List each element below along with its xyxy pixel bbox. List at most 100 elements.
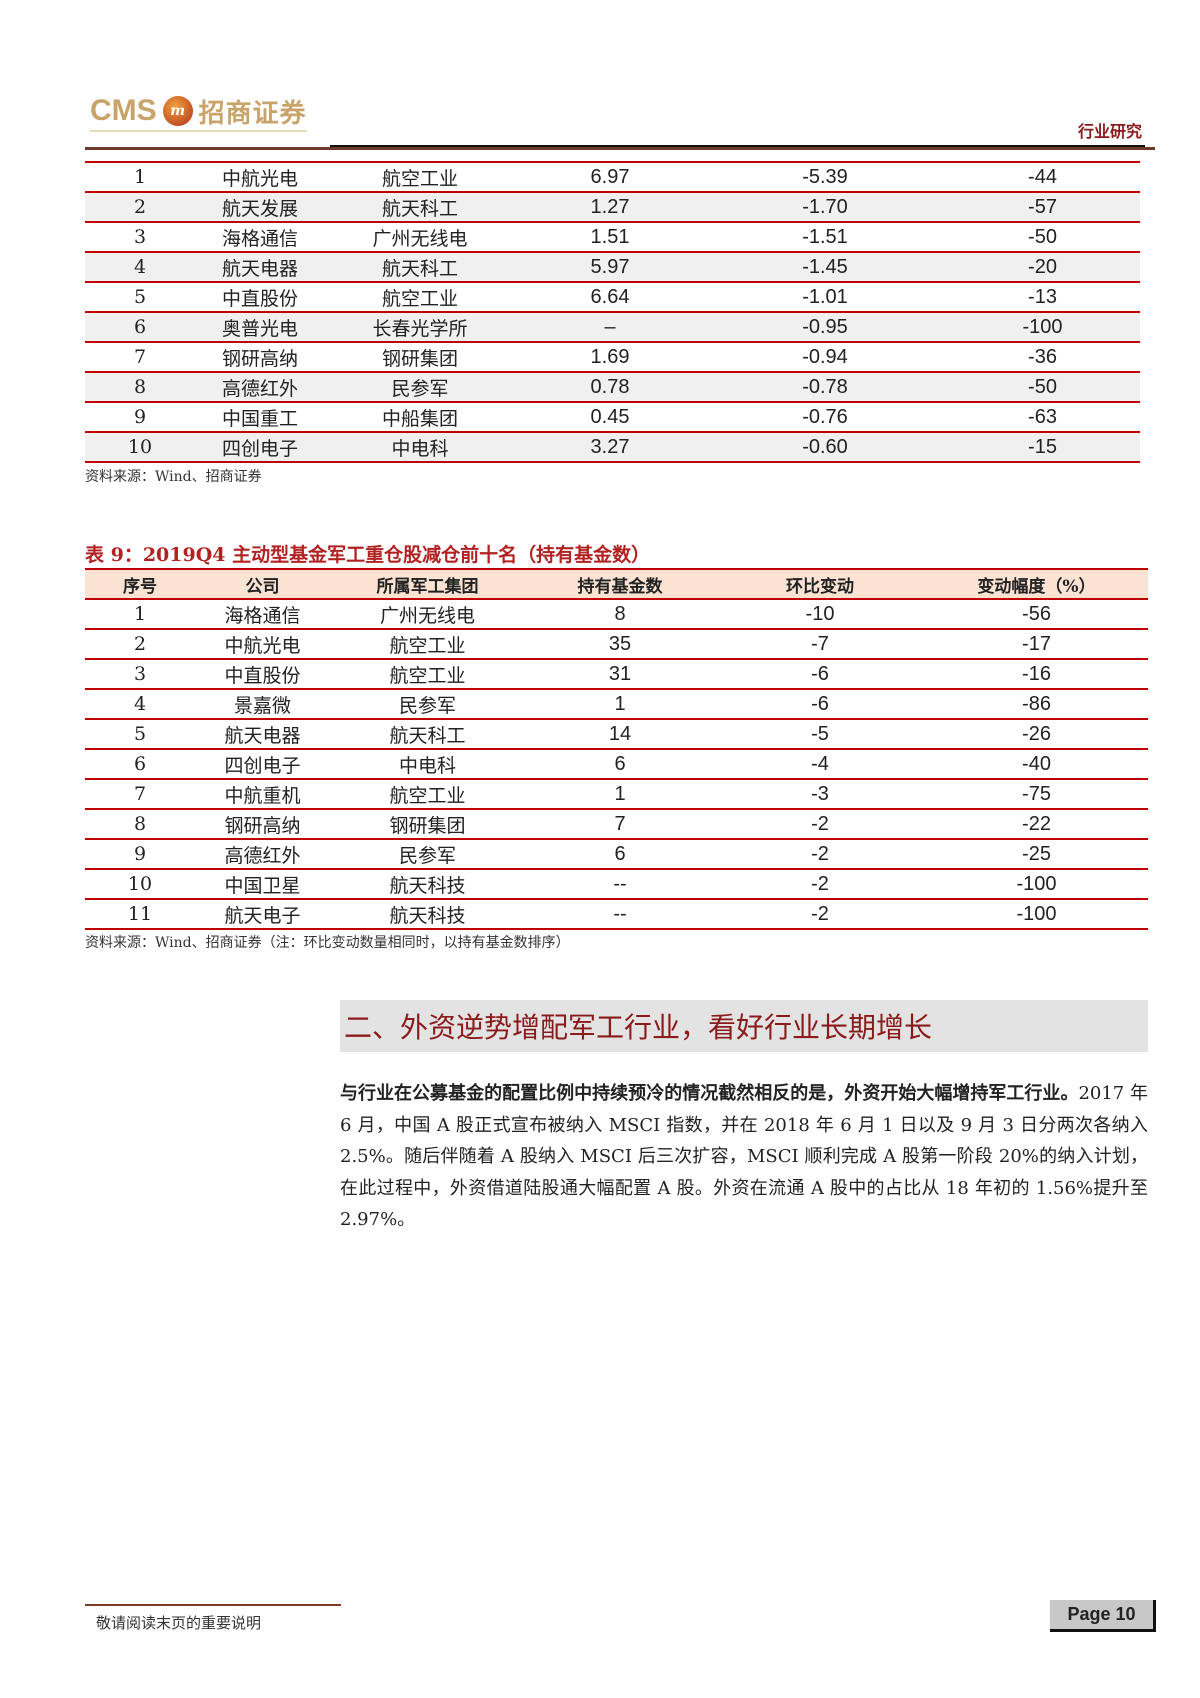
column-header: 公司	[245, 576, 280, 597]
column-header: 持有基金数	[577, 576, 663, 597]
table-cell: 中电科	[398, 754, 456, 777]
table-row: 7 中航重机 航空工业 1 -3 -75	[85, 779, 1148, 809]
column-header: 变动幅度（%）	[977, 576, 1096, 597]
table2-title: 表 9：2019Q4 主动型基金军工重仓股减仓前十名（持有基金数）	[85, 544, 651, 566]
table-cell: 海格通信	[221, 227, 298, 250]
table-cell: -63	[1028, 405, 1057, 428]
table-cell: 民参军	[391, 377, 449, 400]
table-cell: 航空工业	[389, 634, 466, 657]
table-cell: 1	[133, 603, 147, 625]
table-cell: -1.51	[802, 225, 848, 248]
table-cell: -3	[811, 782, 829, 805]
table-cell: 8	[614, 602, 626, 625]
table-cell: -5.39	[802, 165, 848, 188]
page-number: Page 10	[1050, 1600, 1156, 1632]
table-row: 7 钢研高纳 钢研集团 1.69 -0.94 -36	[85, 342, 1140, 372]
table-cell: 奥普光电	[221, 317, 298, 340]
table-cell: -2	[811, 812, 829, 835]
logo-mark-icon: m	[162, 96, 193, 126]
table-cell: 高德红外	[224, 844, 301, 867]
table-cell: -40	[1022, 752, 1051, 775]
table-cell: 9	[133, 843, 147, 865]
table-cell: -15	[1028, 435, 1057, 458]
table-row: 9 高德红外 民参军 6 -2 -25	[85, 839, 1148, 869]
table-cell: -25	[1022, 842, 1051, 865]
table-cell: 钢研集团	[389, 814, 466, 837]
table-cell: 0.78	[590, 375, 630, 398]
table-cell: 航天电子	[224, 904, 301, 927]
table-cell: -75	[1022, 782, 1051, 805]
table-cell: 中国卫星	[224, 874, 301, 897]
header-divider	[85, 147, 1155, 150]
column-header: 序号	[123, 576, 157, 597]
table-cell: -2	[811, 872, 829, 895]
table-cell: 高德红外	[221, 377, 298, 400]
table-cell: 6.64	[590, 285, 630, 308]
table-cell: 5.97	[590, 255, 630, 278]
section-heading: 二、外资逆势增配军工行业，看好行业长期增长	[340, 1000, 1148, 1052]
table-cell: 1	[133, 166, 147, 188]
table-cell: 1	[614, 782, 626, 805]
table-cell: 航天科技	[389, 904, 466, 927]
table-cell: -26	[1022, 722, 1051, 745]
table-cell: 1	[614, 692, 626, 715]
table-cell: 长春光学所	[372, 317, 468, 340]
table-cell: -20	[1028, 255, 1057, 278]
table-cell: 1.27	[590, 195, 630, 218]
table-cell: 5	[133, 723, 147, 745]
table-cell: 中直股份	[221, 287, 298, 310]
section-label: 行业研究	[1077, 122, 1142, 141]
table-cell: 广州无线电	[372, 227, 468, 250]
table-cell: -100	[1022, 315, 1063, 338]
table-row: 1 海格通信 广州无线电 8 -10 -56	[85, 599, 1148, 629]
table-row: 5 航天电器 航天科工 14 -5 -26	[85, 719, 1148, 749]
table-row: 8 高德红外 民参军 0.78 -0.78 -50	[85, 372, 1140, 402]
table-cell: 民参军	[398, 844, 456, 867]
table-cell: 6	[614, 842, 626, 865]
table-fund-count-decrease: 序号 公司 所属军工集团 持有基金数 环比变动 变动幅度（%） 1 海格通信 广州无线电 8 -1…	[85, 568, 1148, 930]
table-cell: -16	[1022, 662, 1051, 685]
para-text: 2017 年 6 月，中国 A 股正式宣布被纳入 MSCI 指数，并在 2018…	[340, 1083, 1148, 1231]
table-cell: 8	[133, 376, 147, 398]
table-cell: 四创电子	[221, 437, 298, 460]
table-cell: -2	[811, 842, 829, 865]
table-cell: -0.95	[802, 315, 848, 338]
para-bold: 与行业在公募基金的配置比例中持续预冷的情况截然相反的是，外资开始大幅增持军工行业…	[340, 1083, 1079, 1104]
table-cell: -1.01	[802, 285, 848, 308]
table-cell: -10	[805, 602, 835, 625]
table-cell: -22	[1022, 812, 1051, 835]
table-cell: 航天发展	[221, 197, 298, 220]
table-cell: 8	[133, 813, 147, 835]
table-row: 10 四创电子 中电科 3.27 -0.60 -15	[85, 432, 1140, 462]
table-cell: 航天科技	[389, 874, 466, 897]
table-cell: 3.27	[590, 435, 630, 458]
table-row: 4 航天电器 航天科工 5.97 -1.45 -20	[85, 252, 1140, 282]
table-row: 8 钢研高纳 钢研集团 7 -2 -22	[85, 809, 1148, 839]
table-cell: –	[604, 315, 616, 338]
header-divider-dark	[330, 145, 1145, 147]
table-fund-weight-decrease: 1 中航光电 航空工业 6.97 -5.39 -44 2 航天发展 航天科工 1.27 -1.70-…	[85, 161, 1140, 463]
column-header: 环比变动	[786, 576, 854, 597]
footer-divider	[85, 1604, 341, 1606]
table-row: 9 中国重工 中船集团 0.45 -0.76 -63	[85, 402, 1140, 432]
table-cell: -17	[1022, 632, 1051, 655]
table-cell: 中航光电	[224, 634, 301, 657]
table-cell: 6.97	[590, 165, 630, 188]
table1-source: 资料来源：Wind、招商证券	[85, 469, 262, 485]
table-cell: -57	[1028, 195, 1057, 218]
table-row: 11 航天电子 航天科技 -- -2 -100	[85, 899, 1148, 929]
table-cell: 航空工业	[389, 664, 466, 687]
table-cell: 中航重机	[224, 784, 301, 807]
table-cell: -50	[1028, 225, 1057, 248]
table-cell: 3	[133, 226, 147, 248]
logo-latin: CMS	[90, 94, 157, 127]
table-cell: 航空工业	[381, 287, 458, 310]
table-cell: 1.51	[590, 225, 630, 248]
table-row: 3 中直股份 航空工业 31 -6 -16	[85, 659, 1148, 689]
table-cell: -1.70	[802, 195, 848, 218]
footer-disclaimer: 敬请阅读末页的重要说明	[96, 1614, 262, 1632]
table-cell: 1.69	[590, 345, 630, 368]
table-cell: -36	[1028, 345, 1057, 368]
table-cell: 9	[133, 406, 147, 428]
table-cell: 6	[614, 752, 626, 775]
